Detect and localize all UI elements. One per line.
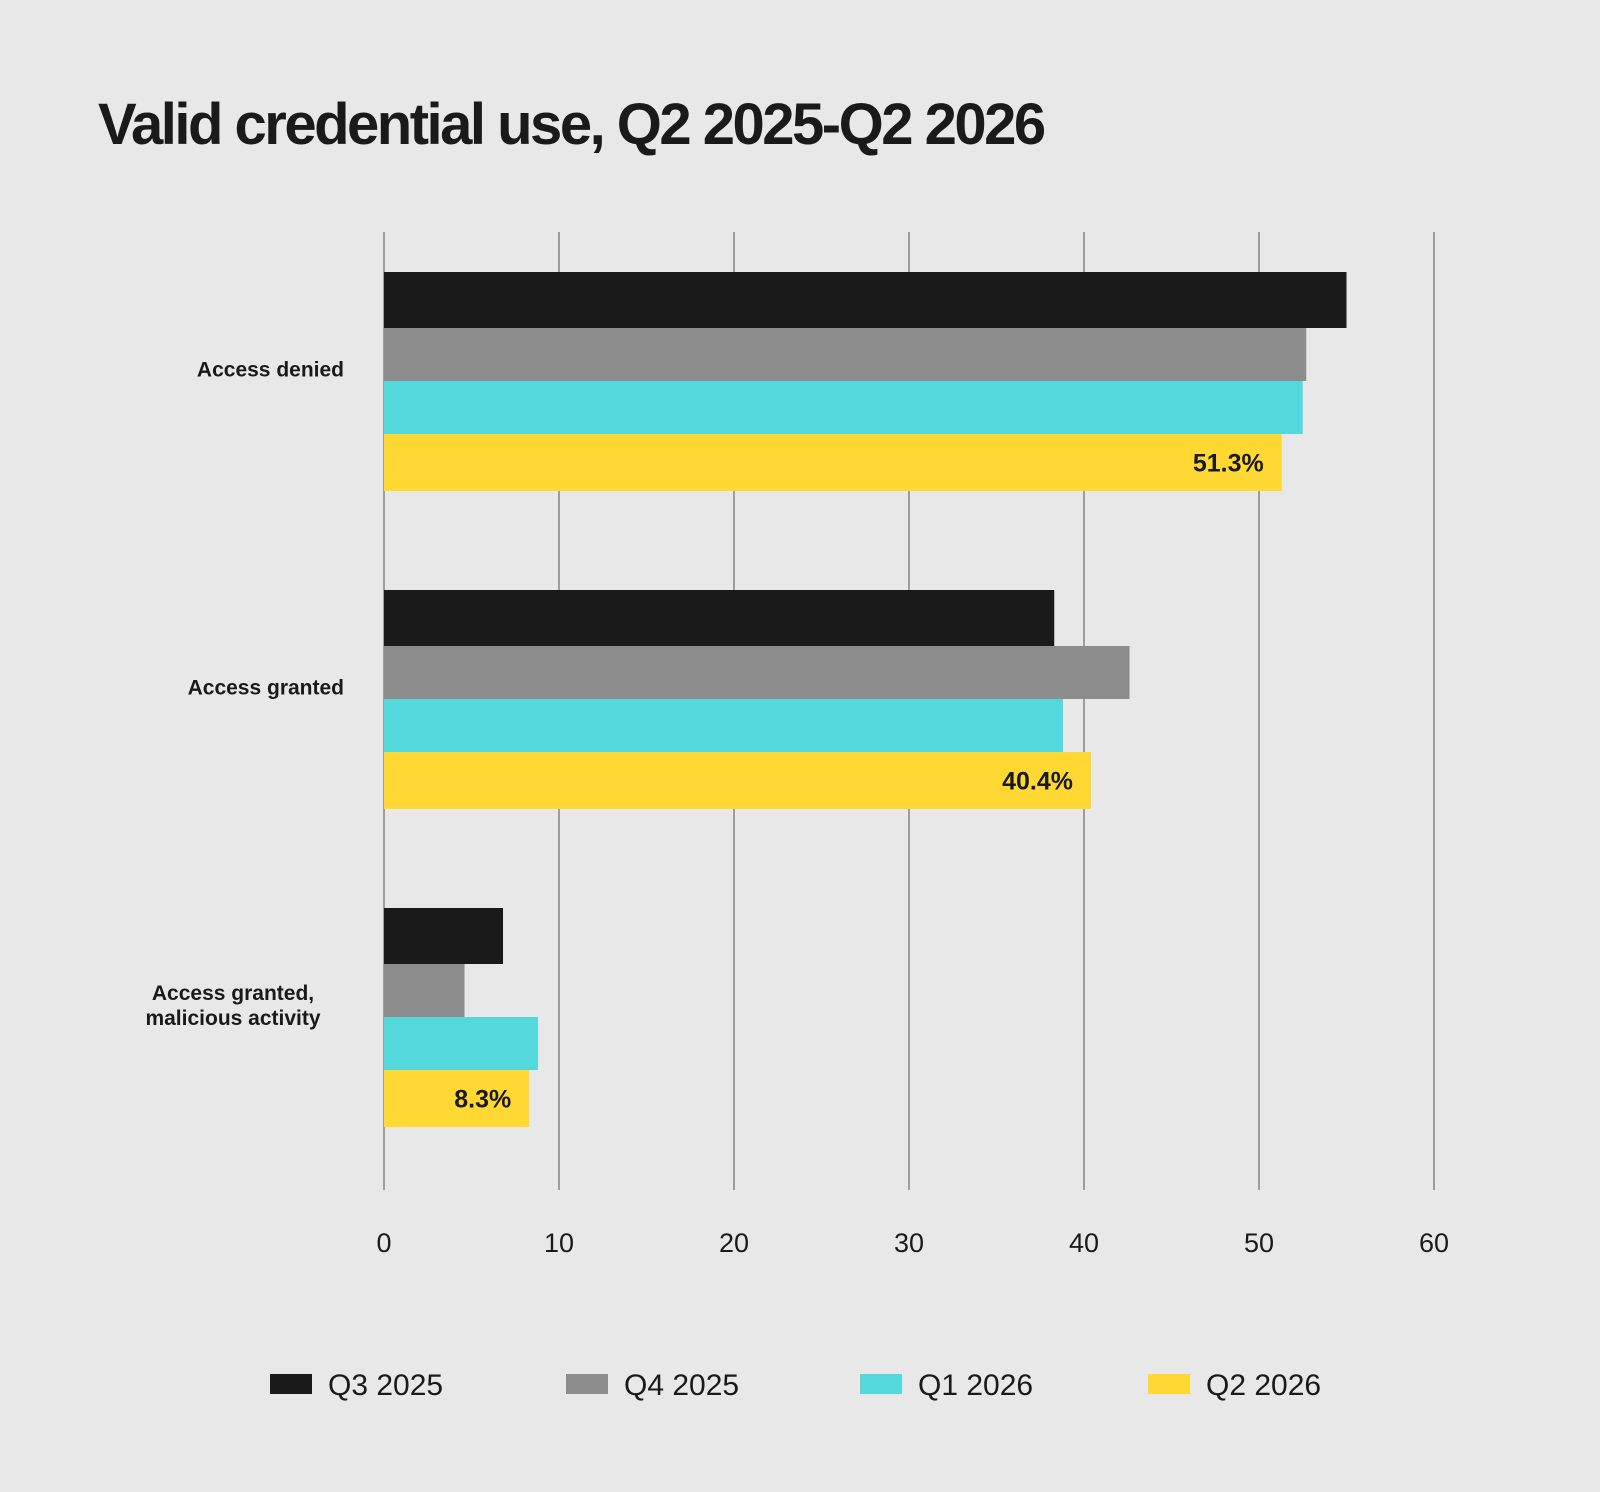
legend-swatch-q2-2026 (1148, 1374, 1190, 1394)
data-labels: 51.3% 40.4% 8.3% (454, 450, 1263, 1114)
legend-label-q3-2025: Q3 2025 (328, 1369, 443, 1402)
bar-q1-2026-3 (384, 1017, 538, 1070)
bars (384, 272, 1347, 1127)
legend-swatch-q3-2025 (270, 1374, 312, 1394)
x-tick-label-0: 0 (376, 1228, 391, 1258)
data-label-1: 51.3% (1193, 450, 1264, 478)
x-tick-label-60: 60 (1419, 1228, 1449, 1258)
x-axis-tick-labels: 0 10 20 30 40 50 60 (376, 1228, 1449, 1258)
bar-q2-2026-3 (384, 1070, 530, 1127)
bar-q1-2026-2 (384, 699, 1063, 752)
bar-q3-2025-3 (384, 908, 503, 964)
bar-q3-2025-2 (384, 590, 1055, 646)
legend-label-q4-2025: Q4 2025 (624, 1369, 739, 1402)
legend-label-q2-2026: Q2 2026 (1206, 1369, 1321, 1402)
bar-q2-2026-1 (384, 434, 1282, 491)
x-tick-label-20: 20 (719, 1228, 749, 1258)
bar-q4-2025-1 (384, 328, 1307, 381)
bar-q2-2026-2 (384, 752, 1091, 809)
bar-q1-2026-1 (384, 381, 1303, 434)
legend-swatch-q4-2025 (566, 1374, 608, 1394)
x-tick-label-10: 10 (544, 1228, 574, 1258)
bar-q3-2025-1 (384, 272, 1347, 328)
legend-swatch-q1-2026 (860, 1374, 902, 1394)
legend-label-q1-2026: Q1 2026 (918, 1369, 1033, 1402)
x-tick-label-40: 40 (1069, 1228, 1099, 1258)
category-label-2: Access granted (188, 677, 344, 700)
data-label-2: 40.4% (1002, 768, 1073, 796)
x-tick-label-50: 50 (1244, 1228, 1274, 1258)
legend: Q3 2025 Q4 2025 Q1 2026 Q2 2026 (270, 1369, 1321, 1402)
category-label-1: Access denied (197, 359, 344, 382)
x-tick-label-30: 30 (894, 1228, 924, 1258)
data-label-3: 8.3% (454, 1086, 511, 1114)
category-label-3: Access granted, malicious activity (145, 982, 320, 1030)
chart-title: Valid credential use, Q2 2025-Q2 2026 (98, 92, 1046, 157)
category-labels: Access denied Access granted Access grante… (145, 359, 344, 1031)
bar-q4-2025-2 (384, 646, 1130, 699)
bar-q4-2025-3 (384, 964, 465, 1017)
